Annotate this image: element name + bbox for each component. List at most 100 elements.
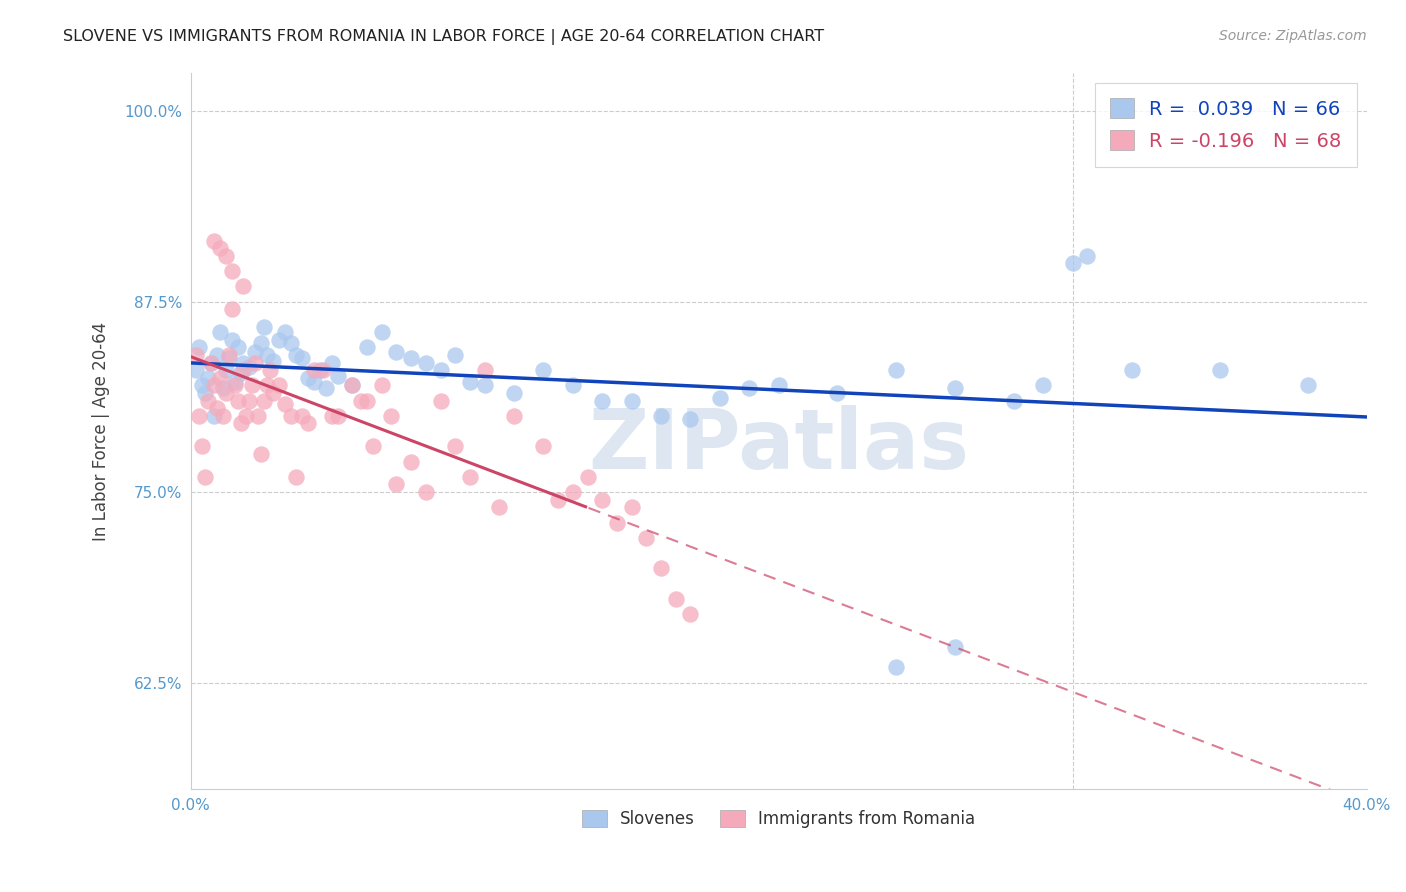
Point — [226, 393, 249, 408]
Point — [458, 470, 481, 484]
Point — [188, 409, 211, 423]
Point — [208, 241, 231, 255]
Point — [399, 351, 422, 365]
Point — [273, 397, 295, 411]
Point — [267, 333, 290, 347]
Point — [186, 363, 208, 377]
Point — [1076, 249, 1098, 263]
Point — [191, 378, 214, 392]
Point — [215, 386, 238, 401]
Point — [197, 371, 219, 385]
Text: Source: ZipAtlas.com: Source: ZipAtlas.com — [1219, 29, 1367, 43]
Point — [326, 409, 349, 423]
Point — [212, 409, 235, 423]
Point — [312, 363, 335, 377]
Point — [267, 378, 290, 392]
Point — [247, 409, 270, 423]
Point — [943, 640, 966, 655]
Point — [1121, 363, 1143, 377]
Point — [256, 378, 278, 392]
Point — [215, 363, 238, 377]
Point — [302, 363, 325, 377]
Point — [253, 393, 276, 408]
Point — [262, 386, 284, 401]
Point — [650, 409, 672, 423]
Point — [350, 393, 373, 408]
Point — [273, 325, 295, 339]
Point — [194, 470, 217, 484]
Point — [232, 363, 254, 377]
Point — [235, 409, 257, 423]
Text: ZIPatlas: ZIPatlas — [588, 405, 969, 486]
Point — [620, 500, 643, 515]
Point — [503, 386, 526, 401]
Point — [591, 492, 613, 507]
Point — [415, 485, 437, 500]
Point — [191, 439, 214, 453]
Point — [218, 351, 240, 365]
Point — [302, 376, 325, 390]
Point — [194, 386, 217, 401]
Point — [620, 393, 643, 408]
Point — [1032, 378, 1054, 392]
Point — [665, 591, 688, 606]
Point — [399, 454, 422, 468]
Point — [679, 412, 702, 426]
Point — [385, 477, 408, 491]
Point — [370, 378, 392, 392]
Point — [415, 355, 437, 369]
Point — [226, 340, 249, 354]
Point — [238, 360, 260, 375]
Point — [232, 279, 254, 293]
Point — [738, 381, 761, 395]
Point — [429, 363, 451, 377]
Point — [884, 660, 907, 674]
Point — [224, 378, 246, 392]
Point — [256, 348, 278, 362]
Point — [212, 381, 235, 395]
Point — [768, 378, 790, 392]
Point — [224, 376, 246, 390]
Point — [259, 363, 281, 377]
Point — [827, 386, 849, 401]
Point — [1209, 363, 1232, 377]
Point — [200, 355, 222, 369]
Point — [291, 351, 314, 365]
Point — [238, 393, 260, 408]
Point — [221, 264, 243, 278]
Point — [474, 363, 496, 377]
Point — [458, 376, 481, 390]
Point — [291, 409, 314, 423]
Point — [186, 348, 208, 362]
Point — [636, 531, 658, 545]
Point — [321, 355, 343, 369]
Point — [215, 249, 238, 263]
Point — [474, 378, 496, 392]
Point — [280, 335, 302, 350]
Point — [444, 439, 467, 453]
Point — [262, 354, 284, 368]
Point — [250, 447, 273, 461]
Point — [533, 363, 555, 377]
Point — [385, 344, 408, 359]
Point — [342, 378, 364, 392]
Point — [561, 378, 583, 392]
Point — [576, 470, 599, 484]
Point — [679, 607, 702, 621]
Point — [245, 344, 267, 359]
Point — [342, 378, 364, 392]
Point — [280, 409, 302, 423]
Point — [361, 439, 384, 453]
Point — [197, 393, 219, 408]
Point — [245, 355, 267, 369]
Point — [297, 417, 319, 431]
Point — [202, 378, 225, 392]
Point — [285, 470, 308, 484]
Point — [309, 363, 332, 377]
Point — [221, 302, 243, 317]
Point — [488, 500, 510, 515]
Point — [221, 333, 243, 347]
Point — [321, 409, 343, 423]
Point — [356, 340, 378, 354]
Point — [547, 492, 569, 507]
